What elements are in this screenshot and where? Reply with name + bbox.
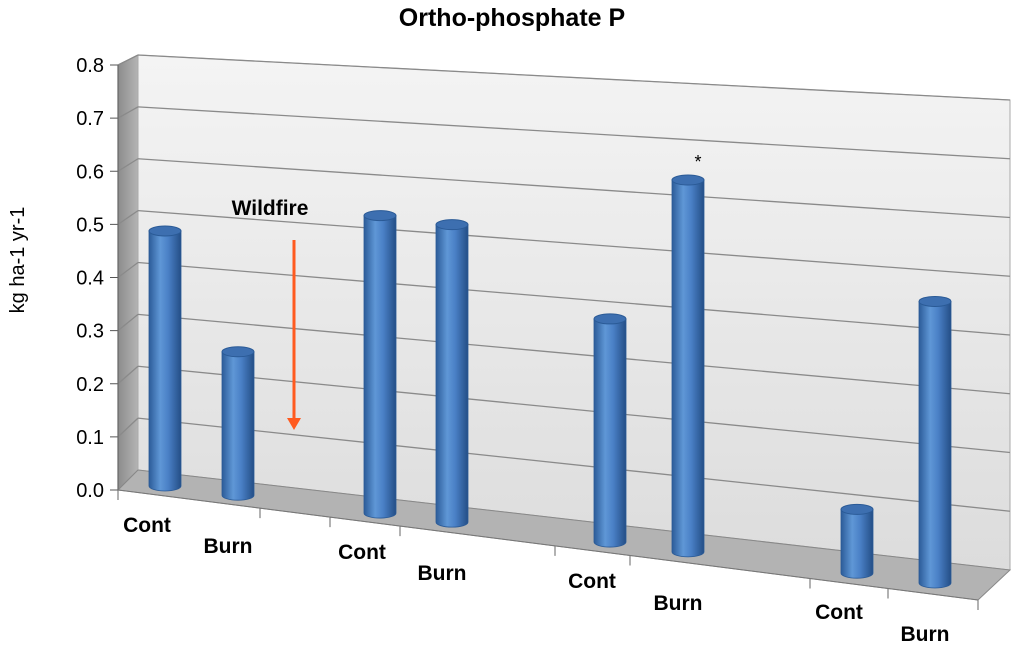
bar-body <box>593 318 627 548</box>
y-tick-label: 0.3 <box>76 321 104 343</box>
bar-top <box>593 313 627 325</box>
gridline <box>137 261 1011 336</box>
x-tick-label: Cont <box>568 570 616 593</box>
bar-top <box>840 503 874 515</box>
y-tick-label: 0.7 <box>76 108 104 130</box>
significance-marker: * <box>694 152 701 172</box>
bar-cont-7 <box>840 503 874 579</box>
gridline-side <box>117 261 139 279</box>
x-axis-line <box>117 489 979 601</box>
gridline <box>137 106 1011 160</box>
gridline-side <box>117 158 139 172</box>
bar-top <box>671 174 705 186</box>
bar-burn-4 <box>435 219 469 528</box>
gridline-side <box>117 54 139 66</box>
bar-body <box>435 224 469 528</box>
bar-top <box>221 346 255 358</box>
x-tick-label: Burn <box>204 535 253 558</box>
x-tick-label: Burn <box>901 623 950 646</box>
x-tick-label: Cont <box>815 601 863 624</box>
y-tick-label: 0.1 <box>76 427 104 449</box>
bar-body <box>363 215 397 519</box>
bar-body <box>221 351 255 501</box>
gridline-side <box>117 313 139 332</box>
bar-cont-3 <box>363 210 397 519</box>
y-tick-label: 0.8 <box>76 55 104 77</box>
bar-cont-1 <box>148 225 182 492</box>
y-tick-label: 0.2 <box>76 374 104 396</box>
y-tick-label: 0.6 <box>76 161 104 183</box>
y-tick-label: 0.5 <box>76 214 104 236</box>
gridline-side <box>117 365 139 385</box>
gridline <box>137 365 1011 454</box>
bar-top <box>918 295 952 307</box>
y-tick-label: 0.4 <box>76 268 104 290</box>
bar-cont-5 <box>593 313 627 548</box>
gridline <box>137 158 1011 219</box>
bar-burn-6 <box>671 174 705 558</box>
side-wall <box>117 54 139 492</box>
gridline <box>137 54 1011 101</box>
bar-top <box>435 219 469 231</box>
bar-body <box>671 179 705 558</box>
gridline-side <box>117 106 139 119</box>
gridline <box>137 417 1011 512</box>
x-tick-label: Cont <box>338 541 386 564</box>
bar-body <box>840 509 874 579</box>
bar-burn-8 <box>918 295 952 589</box>
y-tick-label: 0.0 <box>76 480 104 502</box>
bar-burn-2 <box>221 346 255 501</box>
bar-body <box>918 301 952 589</box>
chart-title: Ortho-phosphate P <box>398 4 626 32</box>
x-tick-label: Cont <box>123 514 171 537</box>
x-tick-label: Burn <box>418 562 467 585</box>
wildfire-arrow-head <box>287 418 301 430</box>
bar-body <box>148 230 182 492</box>
gridline-side <box>117 210 139 225</box>
wildfire-label: Wildfire <box>232 197 309 220</box>
gridline <box>137 313 1011 395</box>
bar-top <box>148 225 182 237</box>
x-tick-label: Burn <box>654 592 703 615</box>
bar-top <box>363 210 397 222</box>
gridline <box>137 209 1011 277</box>
gridline-side <box>117 417 139 438</box>
